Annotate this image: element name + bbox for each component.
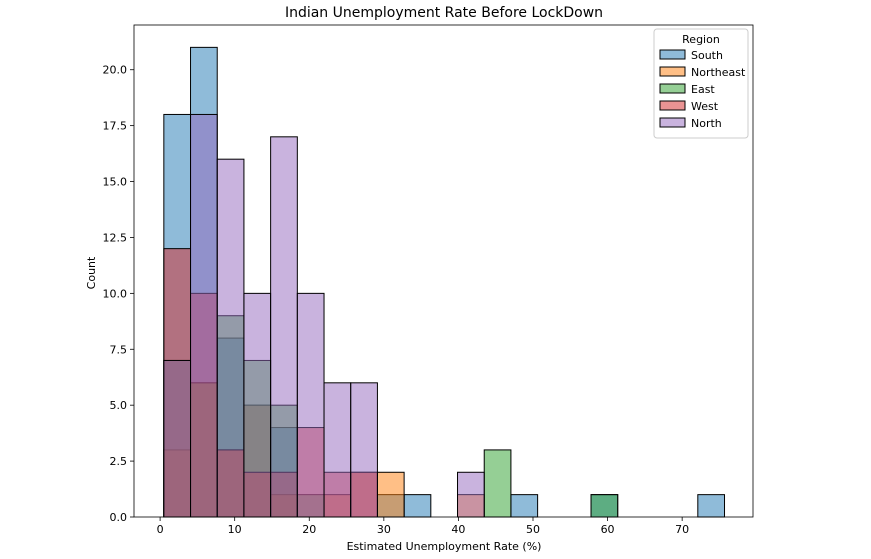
bar-east-16	[590, 494, 619, 518]
y-tick-label: 0.0	[110, 511, 128, 524]
legend-label-north: North	[691, 117, 722, 130]
bar-east-12	[483, 449, 512, 518]
legend-swatch-south	[659, 49, 686, 60]
legend-swatch-west	[659, 100, 686, 111]
bar-north-0	[163, 359, 192, 518]
bar-south-13	[510, 494, 539, 518]
plot-frame	[133, 24, 754, 518]
x-tick-label: 50	[526, 523, 540, 536]
legend: Region South Northeast East West North	[653, 28, 749, 139]
bar-north-6	[323, 382, 352, 518]
x-tick-label: 70	[675, 523, 689, 536]
y-tick-label: 20.0	[103, 64, 128, 77]
x-tick-label: 60	[601, 523, 615, 536]
bar-south-9	[403, 494, 432, 518]
legend-label-south: South	[691, 49, 723, 62]
legend-label-west: West	[691, 100, 719, 113]
x-tick-label: 30	[377, 523, 391, 536]
legend-label-east: East	[691, 83, 715, 96]
y-tick-label: 2.5	[110, 455, 128, 468]
y-tick-label: 17.5	[103, 120, 128, 133]
axes-layer: 0 10 20 30 40 50 60 70 0.0 2.5 5.0 7.5 10.0 12.5 15.0 1…	[103, 24, 754, 536]
chart-title: Indian Unemployment Rate Before LockDown	[285, 5, 603, 21]
bar-north-11	[457, 471, 485, 518]
y-tick-label: 7.5	[110, 343, 128, 356]
legend-swatch-northeast	[659, 66, 686, 77]
x-tick-label: 40	[451, 523, 465, 536]
y-tick-label: 12.5	[103, 231, 128, 244]
legend-swatch-east	[659, 83, 686, 94]
y-axis-label: Count	[85, 256, 98, 289]
legend-title: Region	[682, 33, 720, 46]
x-tick-label: 0	[157, 523, 164, 536]
legend-swatch-north	[659, 117, 686, 128]
bar-north-5	[296, 292, 325, 518]
bar-north-2	[216, 158, 245, 518]
bar-north-4	[270, 136, 298, 518]
bar-north-1	[190, 113, 218, 518]
y-tick-label: 15.0	[103, 176, 128, 189]
bar-north-3	[243, 292, 272, 518]
bar-south-20	[697, 494, 726, 518]
legend-label-northeast: Northeast	[691, 66, 746, 79]
y-tick-label: 10.0	[103, 287, 128, 300]
bar-north-7	[350, 382, 378, 518]
x-axis-label: Estimated Unemployment Rate (%)	[347, 540, 542, 553]
y-tick-label: 5.0	[110, 399, 128, 412]
bars-layer	[163, 46, 726, 518]
x-tick-label: 10	[228, 523, 242, 536]
x-tick-label: 20	[302, 523, 316, 536]
bar-northeast-8	[376, 471, 405, 518]
